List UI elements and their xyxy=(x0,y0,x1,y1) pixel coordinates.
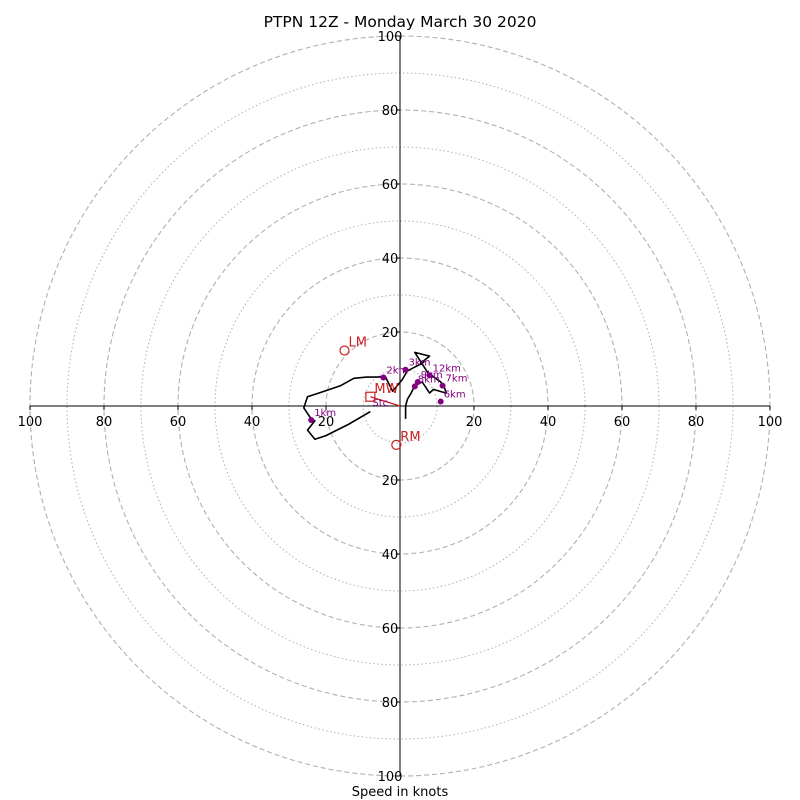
height-label-2km: 2km xyxy=(386,366,408,377)
y-tick-label: 20 xyxy=(382,326,399,341)
x-tick-label: 60 xyxy=(170,415,187,430)
y-tick-label: 60 xyxy=(382,178,399,193)
storm-motion-lm-marker xyxy=(339,345,350,356)
height-label-3km: 3km xyxy=(409,358,431,369)
storm-motion-mw-label: MW xyxy=(374,382,398,397)
x-tick-label: 40 xyxy=(244,415,261,430)
y-tick-label: 100 xyxy=(378,30,403,45)
height-label-1km: 1km xyxy=(314,408,336,419)
storm-motion-mw-marker xyxy=(365,391,376,402)
storm-motion-markers: Stc LM RM MW xyxy=(339,336,421,450)
x-tick-label: 40 xyxy=(540,415,557,430)
storm-vector-label: Stc xyxy=(372,398,388,409)
height-marker-2km xyxy=(380,374,387,381)
x-tick-label: 100 xyxy=(18,415,43,430)
tick-labels: 100 80 60 40 20 20 40 60 80 100 100 80 60 40 20 20 40 60 8… xyxy=(18,30,783,785)
height-label-12km: 12km xyxy=(433,363,461,374)
y-tick-label: 60 xyxy=(382,622,399,637)
height-marker-7km xyxy=(439,382,446,389)
y-tick-label: 40 xyxy=(382,548,399,563)
y-tick-label: 40 xyxy=(382,252,399,267)
x-tick-label: 80 xyxy=(688,415,705,430)
y-tick-label: 80 xyxy=(382,696,399,711)
height-marker-3km xyxy=(402,366,409,373)
x-tick-label: 80 xyxy=(96,415,113,430)
height-marker-8km xyxy=(411,383,418,390)
height-label-6km: 6km xyxy=(444,390,466,401)
x-tick-label: 20 xyxy=(466,415,483,430)
x-tick-label: 60 xyxy=(614,415,631,430)
storm-motion-rm-marker xyxy=(391,439,402,450)
height-marker-6km xyxy=(437,398,444,405)
y-tick-label: 80 xyxy=(382,104,399,119)
chart-title: PTPN 12Z - Monday March 30 2020 xyxy=(264,13,537,31)
height-markers: 1km2km3km6km7km8km9km12km xyxy=(308,358,468,424)
storm-motion-rm-label: RM xyxy=(400,430,420,445)
height-label-8km: 8km xyxy=(418,374,440,385)
height-marker-1km xyxy=(308,417,315,424)
storm-motion-lm-label: LM xyxy=(349,336,367,351)
y-tick-label: 100 xyxy=(378,770,403,785)
x-axis-label: Speed in knots xyxy=(352,785,449,800)
y-tick-label: 20 xyxy=(382,474,399,489)
x-tick-label: 20 xyxy=(318,415,335,430)
height-marker-12km xyxy=(426,372,433,379)
height-marker-9km xyxy=(414,378,421,385)
x-tick-label: 100 xyxy=(758,415,783,430)
height-label-7km: 7km xyxy=(446,374,468,385)
